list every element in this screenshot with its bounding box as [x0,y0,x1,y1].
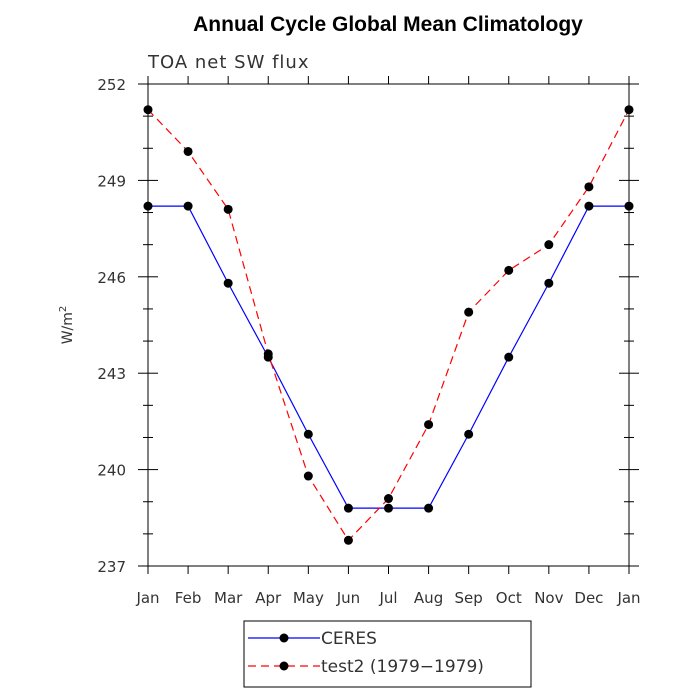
data-point [303,429,313,439]
x-tick-label: Dec [574,589,603,607]
y-tick-label: 240 [97,462,126,480]
data-point [544,278,554,288]
legend-box [243,620,532,688]
data-point [303,471,313,481]
data-point [504,352,514,362]
data-point [384,503,393,513]
x-tick-label: Jan [616,589,640,607]
data-point [624,105,634,115]
legend-label-test2: test2 (1979−1979) [321,657,484,677]
x-tick-label: Apr [255,589,282,607]
x-tick-label: Aug [414,589,443,607]
series-0 [143,201,634,513]
x-tick-label: Nov [534,589,563,607]
chart-title: Annual Cycle Global Mean Climatology [193,13,583,36]
y-tick-label: 252 [97,76,126,94]
y-tick-labels: 237 240 243 246 249 252 [97,76,126,576]
data-point [183,146,193,156]
data-point [424,503,434,513]
legend-marker-test2 [279,661,289,671]
x-tick-label: Jan [135,589,159,607]
data-point [464,429,474,439]
y-axis-label: W/m2 [58,306,76,345]
data-point [263,349,273,359]
data-point [464,307,474,317]
data-point [584,201,594,211]
series-line [148,205,629,509]
data-point [343,503,353,513]
data-point [143,201,153,211]
data-point [223,278,233,288]
series-line [147,109,630,542]
x-tick-labels: Jan Feb Mar Apr May Jun Jul Aug Sep Oct Nov Dec Jan [135,589,640,607]
legend: CERES test2 (1979−1979) [243,620,532,688]
data-point [384,494,393,504]
data-point [343,535,353,545]
plot-frame [147,83,630,567]
legend-marker-ceres [279,633,289,643]
x-tick-label: Sep [455,589,483,607]
data-point [584,182,594,192]
x-tick-label: May [293,589,324,607]
axis-ticks [138,76,639,574]
x-tick-label: Jul [378,589,397,607]
x-tick-label: Feb [175,589,202,607]
data-point [143,105,153,115]
y-tick-label: 246 [97,269,126,287]
data-point [544,240,554,250]
y-tick-label: 243 [97,365,126,383]
chart-subtitle: TOA net SW flux [147,52,310,73]
x-tick-label: Oct [496,589,522,607]
x-tick-label: Jun [336,589,360,607]
data-point [624,201,634,211]
series-1 [143,105,634,545]
x-tick-label: Mar [214,589,243,607]
legend-label-ceres: CERES [321,629,377,649]
data-point [504,265,514,275]
y-tick-label: 249 [97,172,126,190]
series-layer [143,105,634,545]
data-point [223,204,233,214]
data-point [183,201,193,211]
data-point [424,420,434,430]
y-tick-label: 237 [97,558,126,576]
